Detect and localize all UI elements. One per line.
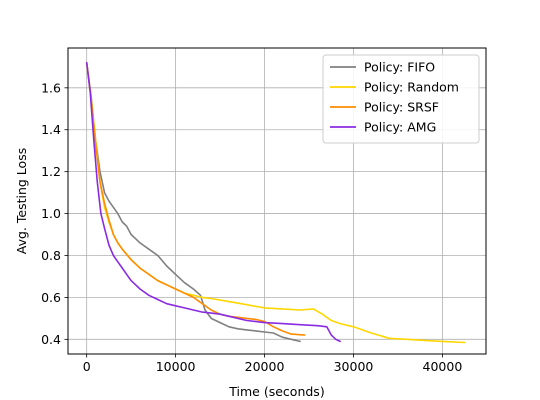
legend-label: Policy: FIFO [364, 60, 435, 75]
legend-label: Policy: Random [364, 80, 459, 95]
series-line-policyamg [85, 61, 341, 343]
y-tick-label: 0.6 [41, 290, 61, 305]
x-tick-label: 0 [83, 359, 91, 374]
x-tick-label: 10000 [156, 359, 196, 374]
legend-box [322, 54, 480, 144]
x-tick-label: 40000 [423, 359, 463, 374]
y-tick-label: 0.8 [41, 248, 61, 263]
axis-ticks: 0 10000 20000 30000 40000 0.4 0.6 0.8 1.0 1.2 1.4 1… [41, 80, 462, 374]
series-line-policyfifo [85, 61, 301, 343]
x-tick-label: 20000 [245, 359, 285, 374]
y-tick-label: 1.2 [41, 164, 61, 179]
y-tick-label: 1.4 [41, 122, 61, 137]
y-tick-label: 1.6 [41, 80, 61, 95]
legend: Policy: FIFO Policy: Random Policy: SRSF Po… [322, 54, 480, 144]
y-tick-label: 1.0 [41, 206, 61, 221]
legend-label: Policy: AMG [364, 120, 436, 135]
x-axis-label: Time (seconds) [228, 384, 324, 399]
y-axis-label: Avg. Testing Loss [14, 148, 29, 254]
series-layer [85, 61, 466, 344]
series-line-policysrsf [85, 61, 306, 336]
y-tick-label: 0.4 [41, 332, 61, 347]
legend-label: Policy: SRSF [364, 100, 439, 115]
x-tick-label: 30000 [334, 359, 374, 374]
plot-frame [67, 47, 487, 355]
